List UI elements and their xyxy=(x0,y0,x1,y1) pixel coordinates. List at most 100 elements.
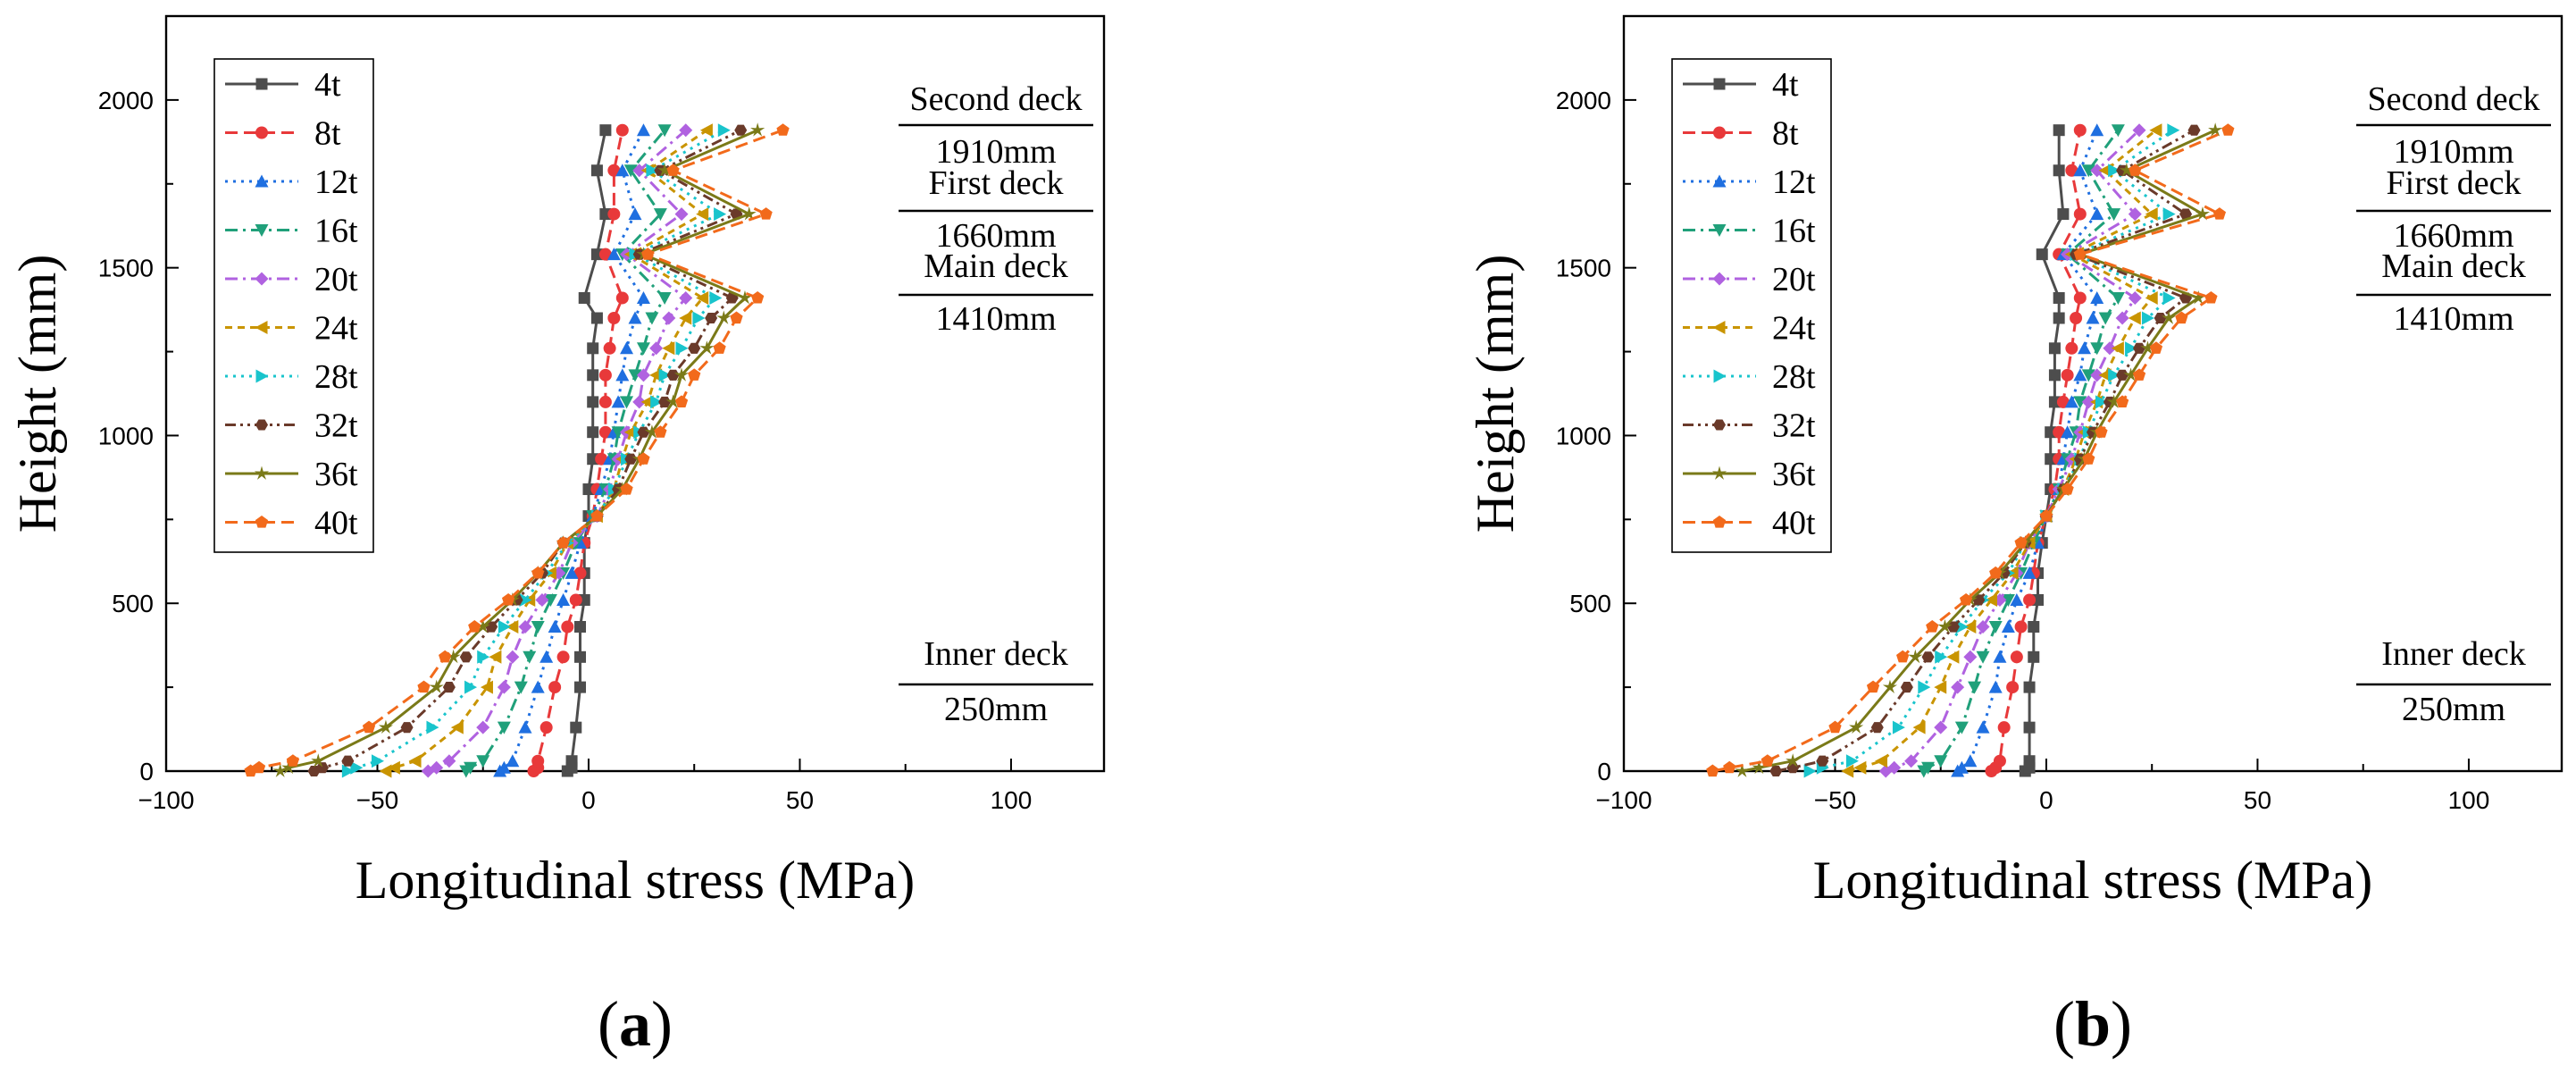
data-point-12t xyxy=(2061,425,2075,439)
legend-swatch-marker xyxy=(255,174,269,188)
data-point-40t xyxy=(1896,650,1910,663)
data-point-8t xyxy=(556,650,570,664)
data-point-40t xyxy=(468,620,481,633)
data-point-28t xyxy=(714,207,727,222)
data-point-40t xyxy=(590,509,604,522)
data-point-28t xyxy=(1845,754,1859,768)
data-point-4t xyxy=(2045,453,2057,466)
data-point-40t xyxy=(1706,764,1719,777)
data-point-36t xyxy=(1735,763,1750,777)
y-tick-label: 2000 xyxy=(1556,87,1611,114)
data-point-20t xyxy=(430,760,444,775)
legend-entry: 20t xyxy=(225,261,358,298)
data-point-28t xyxy=(709,290,723,305)
legend-swatch-marker xyxy=(1713,78,1726,90)
data-point-12t xyxy=(548,620,562,633)
data-point-20t xyxy=(674,207,689,222)
data-point-16t xyxy=(636,342,650,356)
data-point-20t xyxy=(632,395,647,409)
data-point-40t xyxy=(2082,452,2095,465)
data-point-40t xyxy=(1989,566,2003,579)
data-point-28t xyxy=(1892,720,1905,734)
data-point-20t xyxy=(636,368,650,382)
data-point-8t xyxy=(598,248,612,261)
x-tick-label: −100 xyxy=(138,786,194,814)
data-point-8t xyxy=(2056,395,2070,408)
data-point-28t xyxy=(1955,620,1969,634)
legend-swatch-marker xyxy=(1712,174,1727,188)
panel-paren-open: ( xyxy=(2053,988,2075,1060)
data-point-4t xyxy=(2057,208,2070,221)
data-point-36t xyxy=(673,367,690,382)
data-point-12t xyxy=(1963,754,1978,768)
data-point-12t xyxy=(2010,592,2024,606)
data-point-4t xyxy=(582,483,595,496)
data-point-16t xyxy=(2107,208,2121,222)
data-point-24t xyxy=(2145,290,2158,305)
deck-name: Inner deck xyxy=(924,635,1067,673)
data-point-20t xyxy=(2081,395,2095,409)
data-point-16t xyxy=(464,761,478,775)
data-point-32t xyxy=(1816,755,1829,767)
legend-swatch-marker xyxy=(1713,126,1726,139)
deck-height-value: 1910mm xyxy=(935,133,1056,171)
deck-annotation: Inner deck 250mm xyxy=(899,635,1093,728)
data-point-32t xyxy=(637,426,650,438)
legend-box xyxy=(213,58,374,553)
data-point-16t xyxy=(2111,291,2125,305)
legend-entry: 24t xyxy=(1683,310,1816,348)
legend-swatch-marker xyxy=(1712,224,1727,237)
data-point-4t xyxy=(587,396,599,408)
plot-frame xyxy=(1622,14,2563,773)
data-point-28t xyxy=(2162,290,2176,305)
data-point-36t xyxy=(446,649,461,664)
data-point-28t xyxy=(371,754,384,768)
deck-height-value: 1410mm xyxy=(2393,300,2513,338)
data-point-36t xyxy=(2208,122,2223,137)
data-point-36t xyxy=(272,763,288,777)
panel-paren-close: ) xyxy=(651,988,673,1060)
series-line-28t xyxy=(347,129,725,773)
data-point-4t xyxy=(2028,621,2040,633)
data-point-12t xyxy=(2090,207,2104,221)
data-point-8t xyxy=(2061,368,2074,382)
data-point-20t xyxy=(476,720,490,734)
data-point-32t xyxy=(624,453,638,465)
data-point-16t xyxy=(657,124,672,138)
legend-entry: 32t xyxy=(225,407,358,445)
data-point-16t xyxy=(523,650,537,664)
data-point-12t xyxy=(556,592,571,606)
data-point-36t xyxy=(2123,367,2138,382)
data-point-24t xyxy=(1875,754,1888,768)
data-point-36t xyxy=(644,424,660,439)
legend-label: 16t xyxy=(1772,213,1816,250)
data-point-28t xyxy=(2162,207,2176,222)
data-point-4t xyxy=(587,369,599,382)
legend-entry: 36t xyxy=(225,456,358,493)
legend-label: 32t xyxy=(314,407,358,445)
data-point-16t xyxy=(1976,650,1990,664)
series-line-32t xyxy=(313,129,741,773)
data-point-32t xyxy=(2179,208,2193,220)
data-point-4t xyxy=(570,721,582,734)
data-point-12t xyxy=(531,680,545,693)
legend-label: 20t xyxy=(1772,261,1816,298)
data-point-20t xyxy=(679,290,693,305)
data-point-4t xyxy=(2053,312,2065,324)
data-point-4t xyxy=(2045,426,2057,439)
data-point-32t xyxy=(734,124,748,136)
data-point-40t xyxy=(2014,536,2028,549)
data-point-36t xyxy=(1908,649,1923,664)
data-point-28t xyxy=(646,164,659,178)
legend-label: 8t xyxy=(1772,115,1799,153)
data-point-24t xyxy=(506,620,519,634)
data-point-16t xyxy=(497,721,511,734)
legend-label: 36t xyxy=(1772,456,1816,493)
data-point-16t xyxy=(628,369,642,382)
legend-entry: 24t xyxy=(225,310,358,348)
x-tick-label: −50 xyxy=(356,786,399,814)
data-point-36t xyxy=(2195,206,2211,221)
data-point-16t xyxy=(611,426,625,440)
data-point-24t xyxy=(1934,680,1947,694)
data-point-12t xyxy=(518,720,532,734)
